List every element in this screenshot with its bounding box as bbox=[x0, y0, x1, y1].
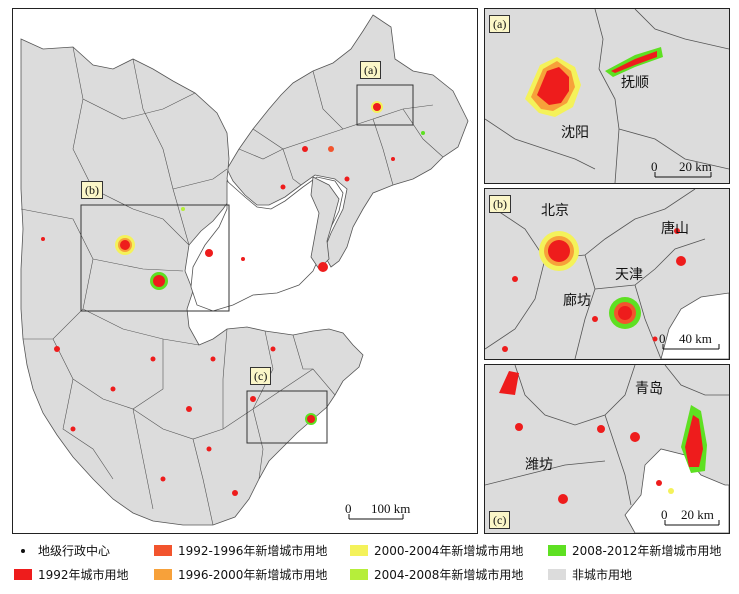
main-tag-c: (c) bbox=[250, 367, 272, 385]
inset-c-scale-bar: 0 20 km bbox=[661, 507, 720, 526]
inset-map-b: 北京 唐山 天津 廊坊 0 40 km bbox=[485, 189, 729, 359]
urban-tangshan-inset bbox=[676, 256, 686, 266]
inset-c-scale-zero: 0 bbox=[661, 507, 668, 522]
inset-a-tag: (a) bbox=[489, 15, 511, 33]
legend-label: 1992-1996年新增城市用地 bbox=[178, 544, 328, 558]
legend-item-2000-2004: 2000-2004年新增城市用地 bbox=[350, 542, 523, 559]
inset-a-label-shenyang: 沈阳 bbox=[561, 125, 589, 141]
inset-b-scale-zero: 0 bbox=[659, 331, 666, 346]
locator-box-c bbox=[246, 390, 328, 444]
main-map: 0 100 km bbox=[20, 14, 469, 526]
inset-a-scale-zero: 0 bbox=[651, 159, 658, 174]
inset-b-scale-value: 40 km bbox=[679, 331, 712, 346]
legend-swatch bbox=[350, 545, 368, 556]
legend-item-2004-2008: 2004-2008年新增城市用地 bbox=[350, 566, 523, 583]
legend-swatch bbox=[548, 569, 566, 580]
inset-panel-a: 抚顺 沈阳 0 20 km (a) bbox=[484, 8, 730, 184]
inset-map-a: 抚顺 沈阳 0 20 km bbox=[485, 9, 729, 183]
inset-c-sea bbox=[624, 448, 729, 533]
land-north-china bbox=[20, 38, 364, 526]
legend-swatch bbox=[14, 569, 32, 580]
legend-label: 2000-2004年新增城市用地 bbox=[374, 544, 524, 558]
land-liaoning bbox=[226, 14, 469, 268]
legend-label: 非城市用地 bbox=[572, 568, 633, 582]
inset-c-scale-value: 20 km bbox=[681, 507, 714, 522]
legend-swatch bbox=[350, 569, 368, 580]
legend-label: 1992年城市用地 bbox=[38, 568, 129, 582]
inset-map-c: 青岛 潍坊 0 20 km bbox=[485, 365, 729, 533]
legend-item-1992-1996: 1992-1996年新增城市用地 bbox=[154, 542, 327, 559]
main-scale-zero: 0 bbox=[345, 501, 352, 516]
main-tag-a: (a) bbox=[360, 61, 382, 79]
legend-label: 2008-2012年新增城市用地 bbox=[572, 544, 722, 558]
main-scale-value: 100 km bbox=[371, 501, 410, 516]
legend-label: 地级行政中心 bbox=[38, 544, 111, 558]
inset-a-scale-bar: 0 20 km bbox=[651, 159, 712, 178]
inset-a-label-fushun: 抚顺 bbox=[621, 75, 649, 91]
admin-boundaries bbox=[20, 46, 444, 526]
inset-b-tag: (b) bbox=[489, 195, 511, 213]
legend-item-2008-2012: 2008-2012年新增城市用地 bbox=[548, 542, 721, 559]
legend-label: 1996-2000年新增城市用地 bbox=[178, 568, 328, 582]
inset-b-label-tangshan: 唐山 bbox=[661, 220, 689, 237]
inset-c-label-weifang: 潍坊 bbox=[525, 457, 553, 473]
legend-swatch bbox=[548, 545, 566, 556]
urban-areas bbox=[41, 101, 425, 496]
main-scale-bar: 0 100 km bbox=[345, 501, 410, 520]
legend-item-admin-center: 地级行政中心 bbox=[14, 542, 110, 559]
locator-box-b bbox=[80, 204, 230, 312]
inset-a-scale-value: 20 km bbox=[679, 159, 712, 174]
legend-label: 2004-2008年新增城市用地 bbox=[374, 568, 524, 582]
inset-b-label-beijing: 北京 bbox=[541, 203, 569, 219]
main-map-panel: 0 100 km (a) (b) (c) bbox=[12, 8, 478, 534]
inset-panel-b: 北京 唐山 天津 廊坊 0 40 km (b) bbox=[484, 188, 730, 360]
legend-item-1996-2000: 1996-2000年新增城市用地 bbox=[154, 566, 327, 583]
inset-b-label-tianjin: 天津 bbox=[615, 267, 643, 283]
inset-c-tag: (c) bbox=[489, 511, 511, 529]
main-tag-b: (b) bbox=[81, 181, 103, 199]
inset-b-scale-bar: 0 40 km bbox=[659, 331, 720, 350]
urban-dalian bbox=[318, 262, 328, 272]
locator-box-a bbox=[356, 84, 414, 126]
inset-c-label-qingdao: 青岛 bbox=[635, 381, 663, 397]
legend-item-non-urban: 非城市用地 bbox=[548, 566, 632, 583]
legend: 地级行政中心 1992-1996年新增城市用地 2000-2004年新增城市用地… bbox=[14, 538, 734, 590]
inset-panel-c: 青岛 潍坊 0 20 km (c) bbox=[484, 364, 730, 534]
legend-swatch bbox=[154, 545, 172, 556]
inset-b-label-langfang: 廊坊 bbox=[563, 292, 591, 309]
inset-b-sea bbox=[660, 292, 729, 359]
legend-swatch bbox=[154, 569, 172, 580]
legend-item-1992: 1992年城市用地 bbox=[14, 566, 129, 583]
admin-center-dot-icon bbox=[21, 548, 25, 553]
